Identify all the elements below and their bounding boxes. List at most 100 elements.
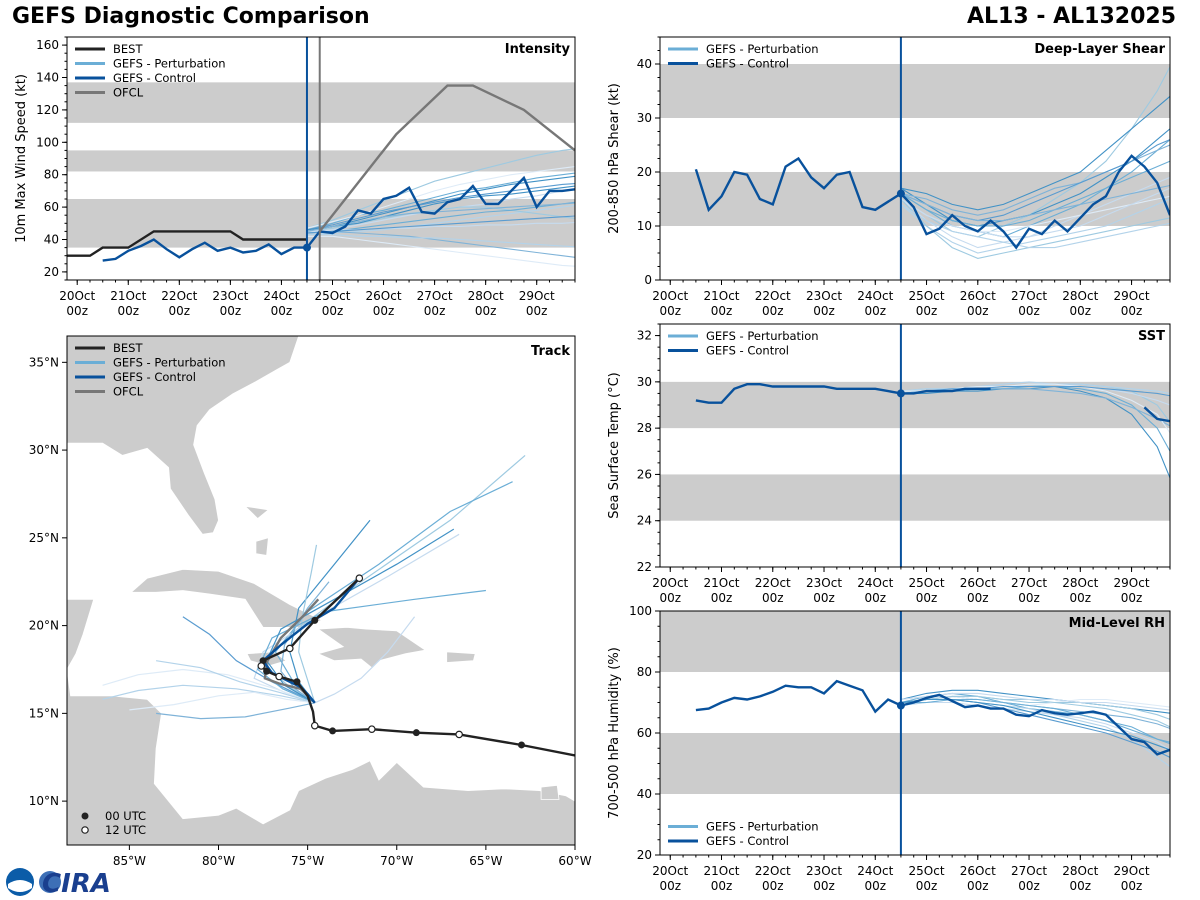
marker-12utc [367, 725, 376, 733]
marker-12utc [257, 662, 266, 670]
x-tick-hour: 00z [864, 591, 886, 605]
chart-track: 85°W 80°W 75°W 70°W 65°W 60°W 10°N 15°N 20°N 25°N… [29, 335, 592, 868]
land-polygon [244, 505, 270, 520]
perturbation-member-line [900, 138, 1170, 238]
land-polygon [540, 784, 560, 800]
x-tick-hour: 00z [659, 879, 681, 893]
chart-shear: 01020304020Oct00z21Oct00z22Oct00z23Oct00… [607, 36, 1171, 318]
y-tick-label: 80 [637, 665, 652, 679]
x-tick-date: 23Oct [806, 576, 842, 590]
x-tick-hour: 00z [66, 304, 88, 318]
x-tick-date: 23Oct [212, 289, 248, 303]
marker-00utc [263, 667, 271, 675]
panel-title: Mid-Level RH [1069, 616, 1165, 631]
perturbation-member-line [900, 176, 1170, 249]
x-tick-date: 28Oct [468, 289, 504, 303]
perturbation-member-line [900, 198, 1170, 259]
perturbation-member-line [307, 235, 575, 267]
perturbation-member-line [900, 95, 1170, 211]
init-marker [302, 243, 311, 252]
y-tick-label: 80 [44, 168, 59, 182]
marker-12utc [286, 644, 294, 653]
x-tick-hour: 00z [659, 304, 681, 318]
x-tick-hour: 00z [373, 304, 395, 318]
x-tick-label: 85°W [113, 854, 146, 868]
marker-12utc [355, 574, 364, 583]
x-tick-date: 21Oct [703, 864, 739, 878]
x-tick-date: 26Oct [366, 289, 402, 303]
x-tick-hour: 00z [967, 879, 989, 893]
x-tick-date: 24Oct [263, 289, 299, 303]
perturbation-track-line [156, 660, 315, 704]
perturbation-member-line [900, 198, 1170, 254]
y-tick-label: 160 [36, 38, 59, 52]
x-tick-hour: 00z [271, 304, 293, 318]
storm-id: AL13 - AL132025 [967, 4, 1176, 29]
x-tick-date: 27Oct [1011, 289, 1047, 303]
perturbation-track-line [256, 589, 486, 704]
x-tick-date: 27Oct [1011, 864, 1047, 878]
perturbation-member-line [900, 184, 1170, 222]
x-tick-hour: 00z [711, 591, 733, 605]
x-tick-label: 60°W [558, 854, 591, 868]
land-polygon [255, 537, 269, 556]
legend-label: BEST [113, 341, 143, 355]
x-tick-hour: 00z [659, 591, 681, 605]
axes-frame [659, 323, 1171, 568]
x-tick-date: 29Oct [1114, 576, 1150, 590]
y-tick-label: 26 [637, 467, 652, 481]
x-tick-hour: 00z [916, 879, 938, 893]
perturbation-member-line [900, 128, 1170, 227]
marker-12utc [310, 721, 319, 730]
x-tick-hour: 00z [1070, 304, 1092, 318]
x-tick-hour: 00z [813, 591, 835, 605]
y-tick-label: 30 [637, 375, 652, 389]
chart-sst: 22242628303220Oct00z21Oct00z22Oct00z23Oc… [607, 323, 1171, 605]
y-axis-label: 200-850 hPa Shear (kt) [607, 83, 622, 234]
y-tick-label: 25°N [29, 531, 59, 545]
x-tick-hour: 00z [813, 879, 835, 893]
x-tick-date: 29Oct [1114, 864, 1150, 878]
perturbation-track-line [156, 702, 315, 720]
perturbation-member-line [306, 230, 575, 258]
x-tick-hour: 00z [864, 879, 886, 893]
init-marker [896, 389, 905, 398]
x-tick-hour: 00z [916, 591, 938, 605]
panel-title: Track [531, 344, 570, 359]
perturbation-member-line [306, 215, 575, 234]
x-tick-hour: 00z [220, 304, 242, 318]
legend-label: GEFS - Control [113, 71, 196, 85]
x-tick-date: 27Oct [417, 289, 453, 303]
y-tick-label: 30°N [29, 443, 59, 457]
threshold-band [660, 733, 1170, 794]
init-marker [896, 189, 905, 198]
legend-label: GEFS - Perturbation [706, 329, 819, 343]
legend-label: GEFS - Control [706, 57, 789, 71]
perturbation-track-line [102, 684, 315, 704]
y-tick-label: 100 [36, 135, 59, 149]
legend-label: GEFS - Perturbation [113, 57, 226, 71]
marker-00utc [412, 729, 420, 737]
x-tick-date: 25Oct [909, 289, 945, 303]
perturbation-member-line [306, 183, 575, 231]
y-tick-label: 15°N [29, 706, 59, 720]
y-tick-label: 24 [637, 514, 652, 528]
land-polygon [67, 336, 300, 535]
legend-label: GEFS - Control [706, 834, 789, 848]
x-tick-hour: 00z [1018, 879, 1040, 893]
y-tick-label: 10°N [29, 794, 59, 808]
plot-area [660, 64, 1170, 259]
x-tick-label: 80°W [202, 854, 235, 868]
x-tick-date: 27Oct [1011, 576, 1047, 590]
plot-area [660, 381, 1170, 521]
y-tick-label: 20 [637, 848, 652, 862]
x-tick-date: 21Oct [110, 289, 146, 303]
x-tick-hour: 00z [762, 304, 784, 318]
axes-frame [66, 335, 576, 846]
x-tick-date: 28Oct [1062, 289, 1098, 303]
land-polygon [446, 651, 476, 663]
y-axis-label: Sea Surface Temp (°C) [607, 372, 622, 519]
perturbation-member-line [306, 201, 575, 234]
y-tick-label: 10 [637, 219, 652, 233]
